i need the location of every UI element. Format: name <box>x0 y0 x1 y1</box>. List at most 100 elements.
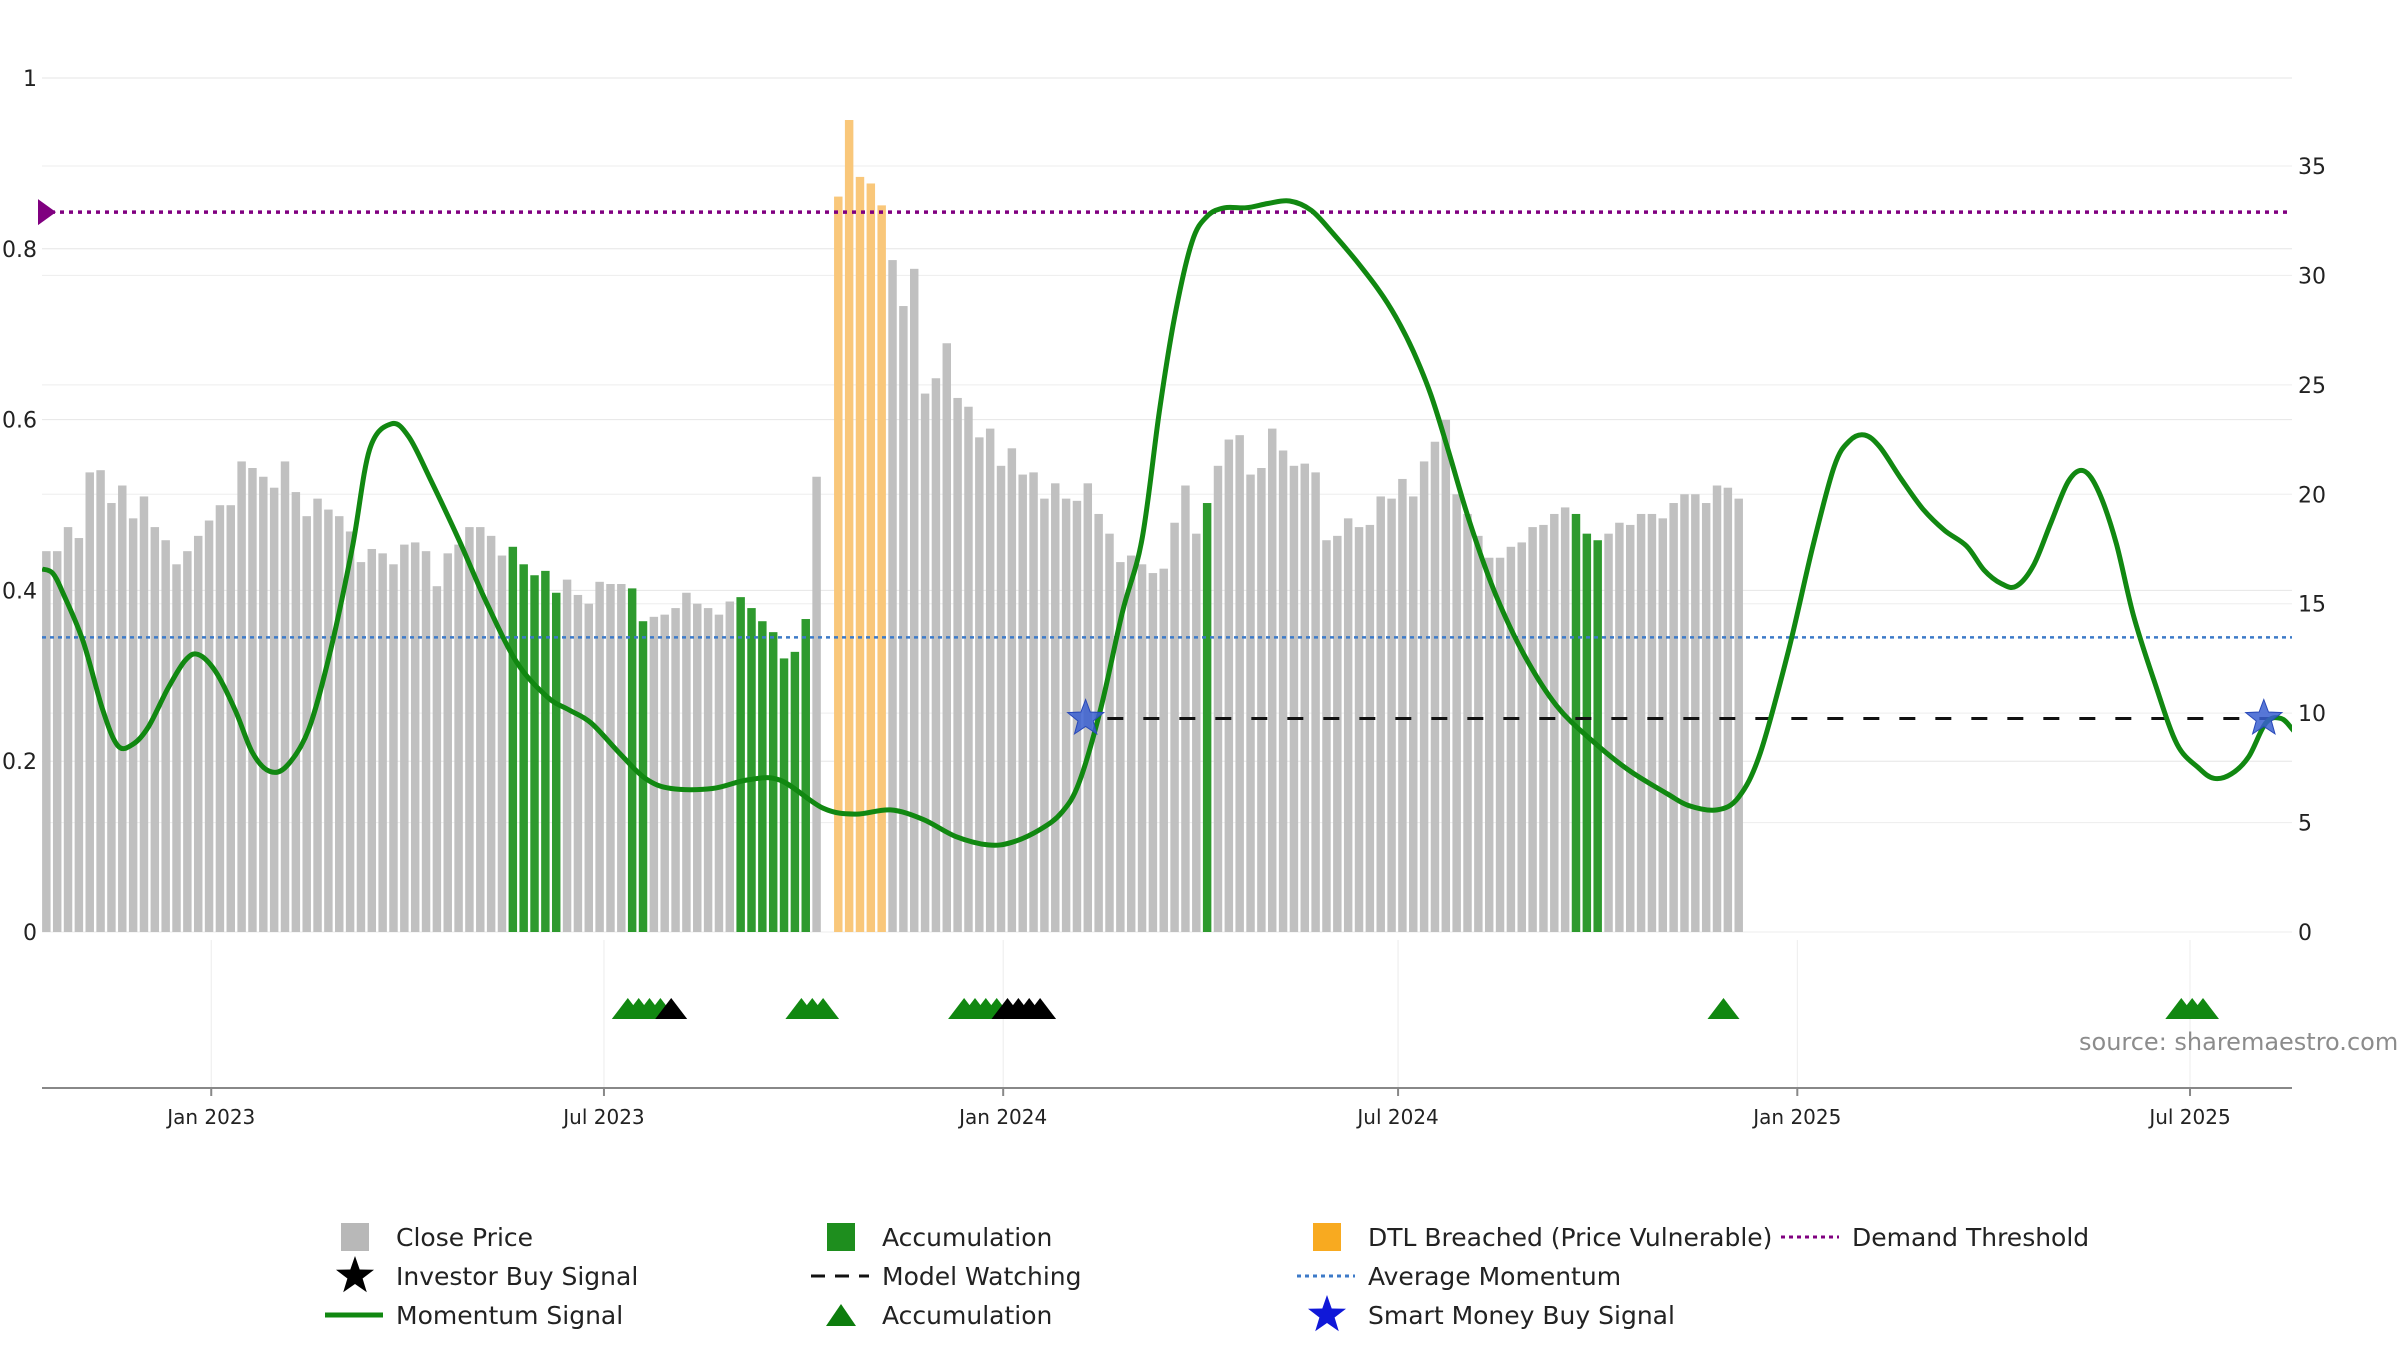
close-price-bar <box>1354 527 1364 932</box>
close-price-bar <box>1181 485 1190 932</box>
close-price-bar <box>1441 419 1451 933</box>
close-price-bar <box>1170 522 1179 932</box>
close-price-bar <box>367 548 377 932</box>
close-price-bar <box>1463 513 1472 932</box>
close-price-bar <box>1018 474 1027 932</box>
legend-item: DTL Breached (Price Vulnerable) <box>1313 1223 1772 1252</box>
gridlines <box>42 77 2292 1088</box>
smart-money-signals <box>1066 698 2284 736</box>
close-price-bar <box>1398 478 1407 932</box>
left-tick-label: 0.8 <box>2 238 37 263</box>
left-tick-label: 0 <box>23 921 37 946</box>
left-tick-label: 0.4 <box>2 579 37 604</box>
legend-star-icon <box>1308 1295 1346 1332</box>
dtl-breached-bar <box>877 205 886 933</box>
right-tick-label: 0 <box>2298 921 2312 946</box>
close-price-bar <box>259 476 268 932</box>
accumulation-bar <box>530 575 539 932</box>
close-price-bar <box>1311 472 1320 932</box>
right-tick-label: 25 <box>2298 374 2326 399</box>
close-price-bar <box>1636 513 1646 932</box>
x-tick-label: Jan 2025 <box>1751 1105 1841 1129</box>
close-price-bar <box>335 516 344 932</box>
close-price-bar <box>389 564 398 932</box>
close-price-bar <box>497 555 507 932</box>
legend-swatch <box>1313 1223 1341 1251</box>
close-price-bar <box>1680 494 1689 932</box>
close-price-bar <box>1691 494 1700 932</box>
close-price-bar <box>63 527 73 932</box>
legend-item: Average Momentum <box>1297 1262 1621 1291</box>
close-price-bar <box>1116 562 1125 932</box>
x-tick-label: Jul 2023 <box>561 1105 644 1129</box>
legend-label: Close Price <box>396 1223 533 1252</box>
close-price-bar <box>1365 524 1375 932</box>
accumulation-bar <box>801 619 810 932</box>
close-price-bar <box>1387 498 1396 932</box>
close-price-bar <box>454 544 463 932</box>
close-price-bar <box>812 476 821 932</box>
accumulation-bar <box>747 608 756 932</box>
accumulation-triangle <box>2187 998 2219 1019</box>
close-price-bar <box>1007 448 1017 932</box>
accumulation-bar <box>627 588 637 932</box>
demand-threshold-marker <box>38 199 56 226</box>
close-price-bar <box>1626 524 1635 932</box>
legend-item: Accumulation <box>827 1223 1052 1252</box>
close-price-bar <box>920 393 930 933</box>
close-price-bar <box>324 509 333 932</box>
close-price-bar <box>1647 513 1657 932</box>
close-price-bar <box>280 461 290 932</box>
close-price-bar <box>410 542 420 932</box>
reference-lines <box>38 199 2292 720</box>
close-price-bar <box>443 553 452 932</box>
legend-label: Accumulation <box>882 1301 1052 1330</box>
x-tick-label: Jan 2023 <box>165 1105 255 1129</box>
accumulation-bar <box>1202 503 1212 932</box>
close-price-bar <box>985 428 995 932</box>
close-price-bar <box>1040 498 1049 932</box>
close-price-bar <box>1669 503 1678 932</box>
close-price-bar <box>1235 435 1244 932</box>
close-price-bar <box>107 503 116 932</box>
close-price-bar <box>1159 568 1168 932</box>
close-price-bar <box>1224 439 1234 932</box>
close-price-bar <box>356 562 366 932</box>
accumulation-bar <box>779 658 789 932</box>
legend-star-icon <box>336 1256 374 1293</box>
close-price-bar <box>910 268 919 933</box>
close-price-bar <box>1029 472 1038 932</box>
dtl-breached-bar <box>866 183 876 933</box>
legend-item: Smart Money Buy Signal <box>1308 1295 1675 1332</box>
close-price-bar <box>1484 557 1494 932</box>
right-tick-label: 15 <box>2298 593 2326 618</box>
accumulation-triangle <box>807 998 840 1019</box>
close-price-bar <box>183 551 192 932</box>
close-price-bar <box>660 614 669 932</box>
close-price-bar <box>899 306 908 932</box>
momentum-signal-path <box>42 198 2292 848</box>
x-tick-label: Jul 2024 <box>1355 1105 1438 1129</box>
close-price-bar <box>1430 441 1440 932</box>
close-price-bar <box>269 487 279 932</box>
smart-money-star <box>1066 698 1106 736</box>
x-tick-label: Jan 2024 <box>957 1105 1047 1129</box>
legend-item: Model Watching <box>811 1262 1082 1291</box>
dtl-breached-bar <box>855 176 865 932</box>
close-price-bar <box>1615 522 1624 932</box>
x-tick-label: Jul 2025 <box>2147 1105 2230 1129</box>
source-label: source: sharemaestro.com <box>2079 1028 2398 1056</box>
close-price-bar <box>1495 557 1505 932</box>
legend-label: Investor Buy Signal <box>396 1262 638 1291</box>
close-price-bar <box>1148 573 1158 932</box>
close-price-bar <box>400 544 409 932</box>
legend-label: Model Watching <box>882 1262 1082 1291</box>
close-price-bar <box>693 603 702 932</box>
accumulation-triangle <box>1707 998 1740 1019</box>
close-price-bar <box>1701 503 1711 932</box>
close-price-bar <box>1105 533 1114 932</box>
close-price-bar <box>682 592 691 932</box>
legend-triangle-icon <box>826 1304 856 1326</box>
